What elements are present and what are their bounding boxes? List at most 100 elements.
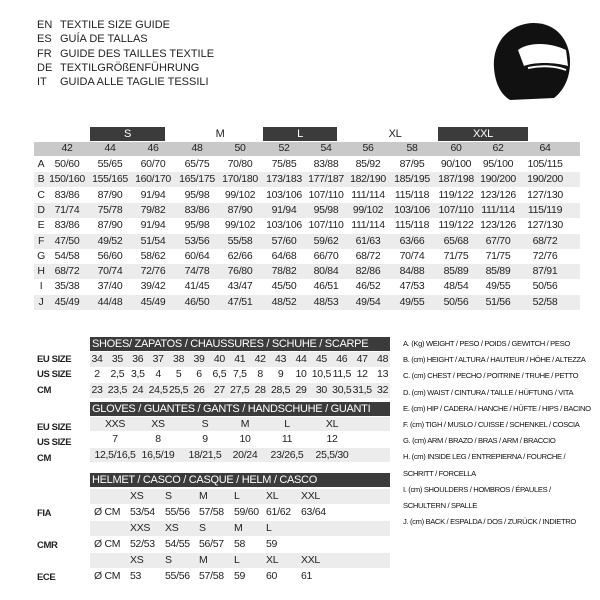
table-cell: 45/49	[140, 295, 166, 308]
table-cell: 53/56	[184, 234, 210, 247]
helmet-size: XS	[165, 522, 179, 534]
table-cell: 44/48	[97, 295, 123, 308]
measurement-legend: A. (Kg) WEIGHT / PESO / POIDS / GEWITCH …	[403, 336, 598, 530]
shoe-size-cell: 13	[377, 368, 389, 381]
table-cell: 111/114	[481, 203, 515, 216]
table-cell: 150/160	[49, 173, 85, 186]
table-cell: 52/58	[532, 295, 558, 308]
table-cell: 79/82	[140, 203, 166, 216]
table-cell: 99/102	[224, 188, 256, 201]
table-cell: 70/74	[97, 265, 123, 278]
table-cell: 49/55	[399, 295, 425, 308]
shoe-size-cell: 5	[175, 368, 182, 381]
table-cell: 56/60	[97, 249, 123, 262]
size-letter-header: M	[215, 128, 225, 140]
table-cell: 83/86	[54, 219, 80, 232]
table-cell: 115/119	[527, 203, 563, 216]
helmet-size: L	[266, 522, 272, 534]
helmet-value: 63/64	[301, 506, 326, 518]
size-header-row	[34, 142, 580, 156]
size-number: 48	[191, 142, 203, 154]
helmet-value: 60	[266, 570, 278, 582]
table-cell: 76/80	[227, 265, 253, 278]
glove-size-cell: 12	[326, 433, 338, 446]
helmet-value: 53/54	[130, 506, 155, 518]
size-letter-header: S	[90, 127, 165, 141]
table-cell: 95/98	[313, 203, 339, 216]
table-cell: 59/62	[313, 234, 339, 247]
shoe-size-cell: 10,5	[311, 368, 332, 381]
helmet-value: 56/57	[199, 538, 224, 550]
helmet-header: HELMET / CASCO / CASQUE / HELM / CASCO	[90, 473, 390, 487]
table-cell: 160/170	[135, 173, 171, 186]
table-cell: 119/122	[438, 219, 474, 232]
shoe-size-cell: 30	[315, 383, 327, 396]
guide-title-line: EN TEXTILE SIZE GUIDE	[37, 18, 170, 32]
shoe-size-cell: 36	[132, 353, 144, 365]
table-cell: 64/68	[271, 249, 297, 262]
helmet-value: 59	[266, 538, 278, 550]
shoe-size-cell: 6	[196, 368, 202, 381]
table-cell: 47/50	[54, 234, 80, 247]
table-cell: 185/195	[394, 173, 430, 186]
row-stripe	[34, 264, 580, 280]
glove-size-cell: S	[201, 418, 209, 430]
table-cell: 58/62	[140, 249, 166, 262]
shoe-size-cell: 32	[377, 383, 389, 396]
shoe-size-cell: 40	[213, 353, 225, 365]
helmet-size: M	[234, 522, 243, 534]
table-cell: 82/86	[355, 265, 381, 278]
measure-label: B	[37, 173, 45, 186]
table-cell: 37/40	[97, 280, 123, 293]
helmet-size: S	[199, 522, 206, 534]
legend-item: D. (cm) WAIST / CINTURA / TAILLE / HÜFTU…	[403, 387, 574, 397]
table-cell: 111/114	[351, 188, 385, 201]
language-code: DE	[37, 61, 53, 74]
table-cell: 47/53	[399, 280, 425, 293]
helmet-size: M	[199, 554, 208, 566]
guide-title-line: DE TEXTILGRÖßENFÜHRUNG	[37, 61, 199, 75]
measure-label: I	[39, 280, 43, 293]
table-cell: 85/89	[443, 265, 469, 278]
language-code: IT	[37, 76, 47, 89]
size-number: 50	[234, 142, 246, 154]
shoe-size-cell: 47	[356, 353, 368, 365]
legend-item: C. (cm) CHEST / PECHO / POITRINE / TRUHE…	[403, 371, 579, 381]
table-cell: 49/54	[355, 295, 381, 308]
table-cell: 91/94	[140, 219, 166, 232]
table-cell: 103/106	[394, 203, 430, 216]
table-cell: 177/187	[308, 173, 344, 186]
table-cell: 105/115	[527, 158, 563, 170]
table-cell: 190/200	[527, 173, 563, 186]
table-cell: 47/51	[227, 295, 253, 308]
shoe-size-cell: 11,5	[332, 368, 352, 381]
helmet-value: 57/58	[199, 570, 224, 582]
language-code: ES	[37, 33, 52, 46]
table-cell: 107/110	[438, 203, 474, 216]
table-cell: 63/66	[399, 234, 425, 247]
legend-item: B. (cm) HEIGHT / ALTURA / HAUTEUR / HÖHE…	[403, 355, 586, 365]
shoe-size-cell: 4	[155, 368, 161, 381]
table-cell: 83/86	[54, 188, 80, 201]
table-cell: 71/75	[485, 249, 511, 262]
table-cell: 95/98	[184, 188, 210, 201]
table-cell: 115/118	[394, 188, 430, 201]
helmet-value: 59	[234, 570, 246, 582]
helmet-size: L	[234, 490, 240, 502]
table-cell: 127/130	[527, 219, 563, 232]
row-stripe	[90, 352, 390, 367]
table-cell: 48/52	[271, 295, 297, 308]
helmet-size: XL	[266, 490, 279, 502]
helmet-size: M	[199, 490, 208, 502]
shoe-size-cell: 7,5	[232, 368, 247, 381]
shoe-size-cell: 34	[91, 353, 103, 365]
table-cell: 45/49	[54, 295, 80, 308]
row-label: US SIZE	[37, 369, 72, 381]
shoe-size-cell: 45	[315, 353, 327, 365]
glove-size-cell: XS	[151, 418, 165, 430]
table-cell: 50/56	[443, 295, 469, 308]
table-cell: 75/85	[271, 158, 297, 170]
row-stripe	[34, 172, 580, 188]
helmet-value: 61/62	[266, 506, 291, 518]
table-cell: 190/200	[480, 173, 516, 186]
